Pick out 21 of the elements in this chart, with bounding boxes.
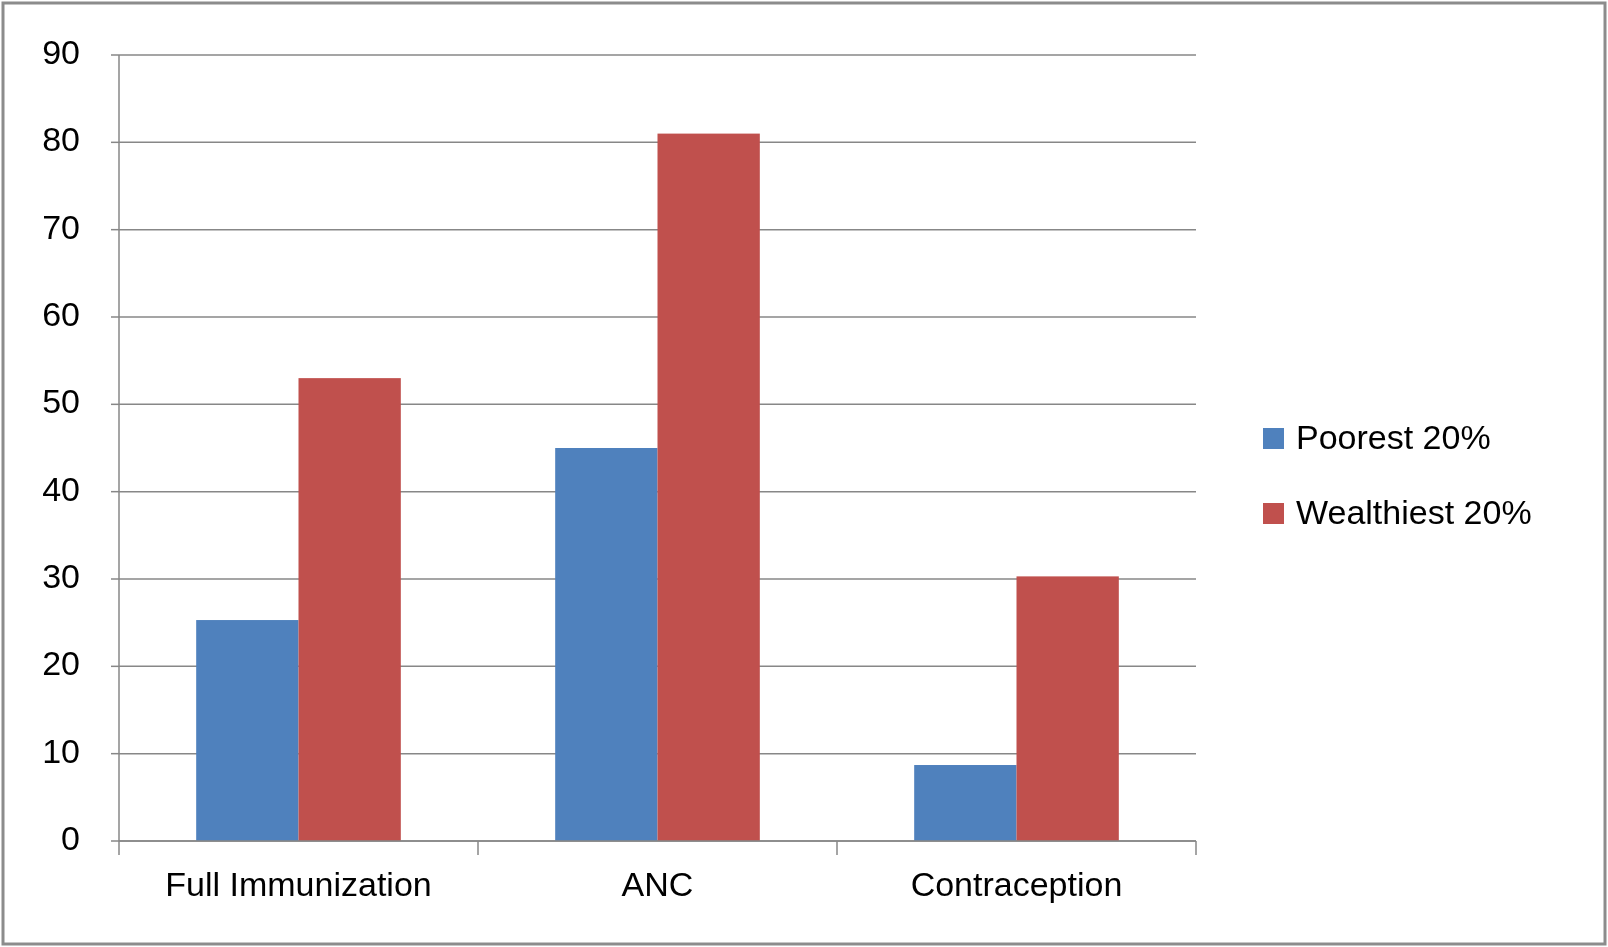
bar — [914, 765, 1017, 841]
x-tick-label: Full Immunization — [165, 865, 432, 903]
x-tick-label: ANC — [621, 865, 694, 903]
y-tick-label: 90 — [42, 32, 80, 71]
legend-label: Wealthiest 20% — [1296, 492, 1532, 531]
x-tick-label: Contraception — [910, 865, 1123, 903]
y-tick-label: 10 — [42, 731, 80, 770]
y-tick-label: 40 — [42, 469, 80, 508]
y-tick-label: 60 — [42, 294, 80, 333]
y-tick-label: 80 — [42, 120, 80, 159]
y-tick-label: 70 — [42, 207, 80, 246]
y-tick-label: 50 — [42, 382, 80, 421]
legend-label: Poorest 20% — [1296, 417, 1491, 456]
bar — [657, 133, 760, 841]
y-tick-label: 30 — [42, 556, 80, 595]
bar — [555, 448, 658, 841]
y-tick-label: 0 — [61, 818, 80, 857]
y-tick-label: 20 — [42, 644, 80, 683]
bar — [196, 620, 299, 841]
bar — [1016, 576, 1119, 841]
bar — [298, 378, 401, 841]
